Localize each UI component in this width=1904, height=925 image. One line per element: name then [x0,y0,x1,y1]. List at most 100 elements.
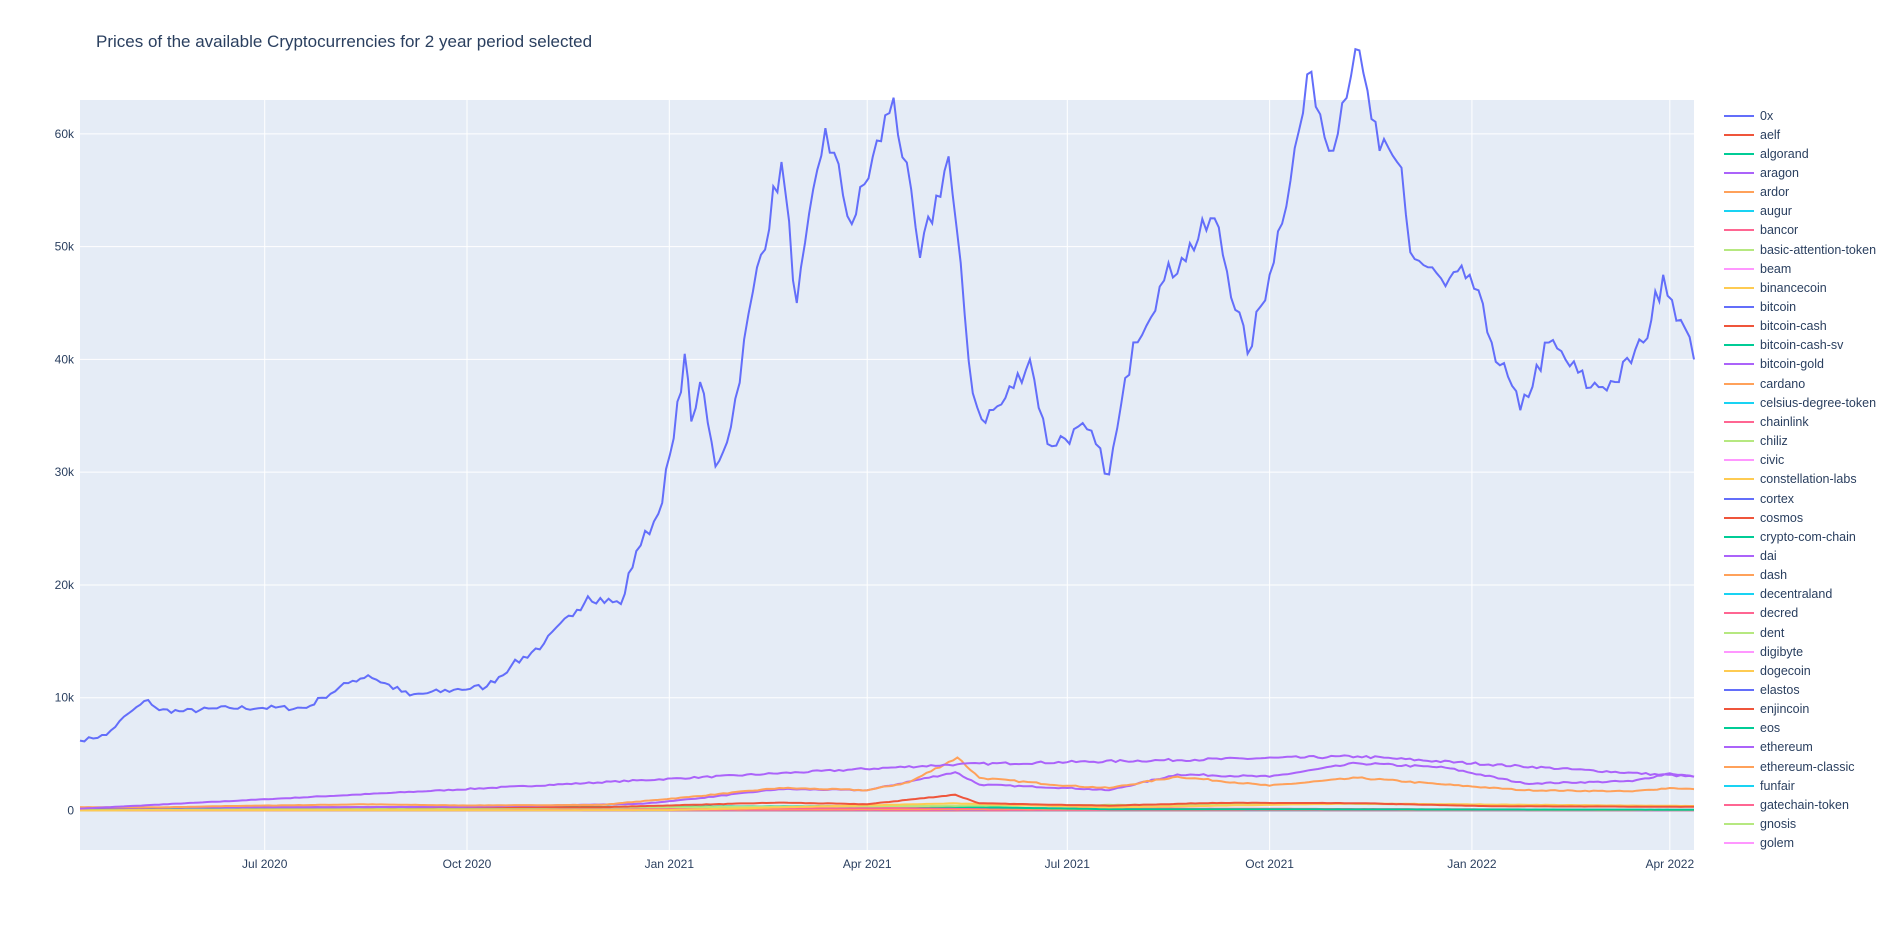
legend-item-elastos[interactable]: elastos [1724,681,1800,700]
legend-item-digibyte[interactable]: digibyte [1724,642,1803,661]
legend-swatch [1724,325,1754,328]
legend-swatch [1724,497,1754,500]
legend-item-constellation-labs[interactable]: constellation-labs [1724,470,1857,489]
legend-item-bitcoin-cash[interactable]: bitcoin-cash [1724,317,1827,336]
legend-item-aragon[interactable]: aragon [1724,163,1799,182]
plot-area[interactable] [80,100,1694,850]
series-line-ethereum[interactable] [79,754,1695,810]
legend-item-ethereum-classic[interactable]: ethereum-classic [1724,757,1854,776]
legend-item-decred[interactable]: decred [1724,604,1798,623]
legend-label: dai [1760,548,1777,563]
legend-label: aragon [1760,165,1799,180]
legend-item-algorand[interactable]: algorand [1724,144,1809,163]
legend-item-binancecoin[interactable]: binancecoin [1724,278,1827,297]
legend-label: aelf [1760,127,1781,142]
legend-swatch [1724,574,1754,577]
legend-item-enjincoin[interactable]: enjincoin [1724,700,1809,719]
legend-label: decentraland [1760,587,1833,602]
legend-item-funfair[interactable]: funfair [1724,776,1795,795]
legend-label: eos [1760,721,1781,736]
legend-item-ethereum[interactable]: ethereum [1724,738,1813,757]
y-tick-label: 40k [55,352,75,366]
legend-swatch [1724,401,1754,404]
legend-item-bitcoin-gold[interactable]: bitcoin-gold [1724,355,1824,374]
x-tick-label: Jan 2022 [1447,857,1497,871]
legend-swatch [1724,306,1754,308]
legend-item-bancor[interactable]: bancor [1724,221,1798,240]
legend-swatch [1724,133,1754,136]
series-line-bitcoin[interactable] [79,47,1695,743]
legend-label: celsius-degree-token [1760,395,1877,410]
legend-item-dent[interactable]: dent [1724,623,1784,642]
legend-item-dash[interactable]: dash [1724,566,1787,585]
legend-label: golem [1760,836,1795,851]
legend-swatch [1724,363,1754,366]
legend-label: bancor [1760,223,1799,238]
legend-swatch [1724,344,1754,347]
legend-label: algorand [1760,146,1809,161]
legend-label: civic [1760,453,1785,468]
x-tick-label: Apr 2022 [1645,857,1694,871]
legend-item-celsius-degree-token[interactable]: celsius-degree-token [1724,393,1876,412]
legend-item-ardor[interactable]: ardor [1724,183,1789,202]
legend-item-chiliz[interactable]: chiliz [1724,432,1788,451]
legend-swatch [1724,516,1754,519]
legend-swatch [1724,210,1754,213]
legend-swatch [1724,631,1754,634]
legend-item-decentraland[interactable]: decentraland [1724,585,1832,604]
legend-item-basic-attention-token[interactable]: basic-attention-token [1724,240,1876,259]
x-tick-label: Apr 2021 [843,857,892,871]
legend-label: ethereum [1760,740,1813,755]
y-tick-label: 0 [67,804,74,818]
y-tick-label: 50k [55,240,75,254]
legend-label: cardano [1760,376,1806,391]
legend-swatch [1724,114,1754,117]
legend-item-golem[interactable]: golem [1724,834,1794,853]
legend-label: gatechain-token [1760,797,1849,812]
legend-item-dai[interactable]: dai [1724,546,1777,565]
legend-item-augur[interactable]: augur [1724,202,1792,221]
legend-item-gnosis[interactable]: gnosis [1724,815,1796,834]
legend-label: dash [1760,568,1788,583]
legend-item-crypto-com-chain[interactable]: crypto-com-chain [1724,527,1856,546]
legend-item-cardano[interactable]: cardano [1724,374,1805,393]
series-line-dash[interactable] [79,756,1695,809]
y-axis-ticks: 0 10k 20k 30k 40k 50k 60k [55,127,75,818]
legend-item-civic[interactable]: civic [1724,451,1784,470]
legend-item-dogecoin[interactable]: dogecoin [1724,661,1811,680]
legend-label: bitcoin-cash [1760,319,1827,334]
series-lines [79,47,1695,812]
legend-swatch [1724,382,1754,385]
legend-label: bitcoin-cash-sv [1760,338,1844,353]
y-tick-label: 60k [55,127,75,141]
legend-label: crypto-com-chain [1760,529,1856,544]
legend-item-beam[interactable]: beam [1724,259,1791,278]
legend-item-bitcoin-cash-sv[interactable]: bitcoin-cash-sv [1724,336,1843,355]
legend-label: 0x [1760,108,1774,123]
legend-swatch [1724,420,1754,423]
legend-label: enjincoin [1760,702,1810,717]
legend-swatch [1724,669,1754,672]
legend-label: decred [1760,606,1799,621]
legend-swatch [1724,152,1754,155]
legend-item-aelf[interactable]: aelf [1724,125,1780,144]
legend-swatch [1724,478,1754,481]
legend-label: augur [1760,204,1792,219]
x-tick-label: Jan 2021 [645,857,695,871]
legend-swatch [1724,765,1754,768]
y-tick-label: 20k [55,578,75,592]
legend-item-eos[interactable]: eos [1724,719,1780,738]
legend-swatch [1724,229,1754,232]
x-tick-label: Oct 2021 [1245,857,1294,871]
legend-item-cortex[interactable]: cortex [1724,489,1794,508]
legend-label: basic-attention-token [1760,242,1877,257]
x-tick-label: Jul 2021 [1045,857,1091,871]
legend-swatch [1724,650,1754,653]
legend-item-chainlink[interactable]: chainlink [1724,412,1809,431]
legend-item-0x[interactable]: 0x [1724,106,1773,125]
legend-item-bitcoin[interactable]: bitcoin [1724,298,1796,317]
x-axis-ticks: Jul 2020 Oct 2020 Jan 2021 Apr 2021 Jul 2021… [242,857,1694,871]
legend-item-cosmos[interactable]: cosmos [1724,508,1803,527]
legend-label: cortex [1760,491,1795,506]
legend-item-gatechain-token[interactable]: gatechain-token [1724,795,1849,814]
